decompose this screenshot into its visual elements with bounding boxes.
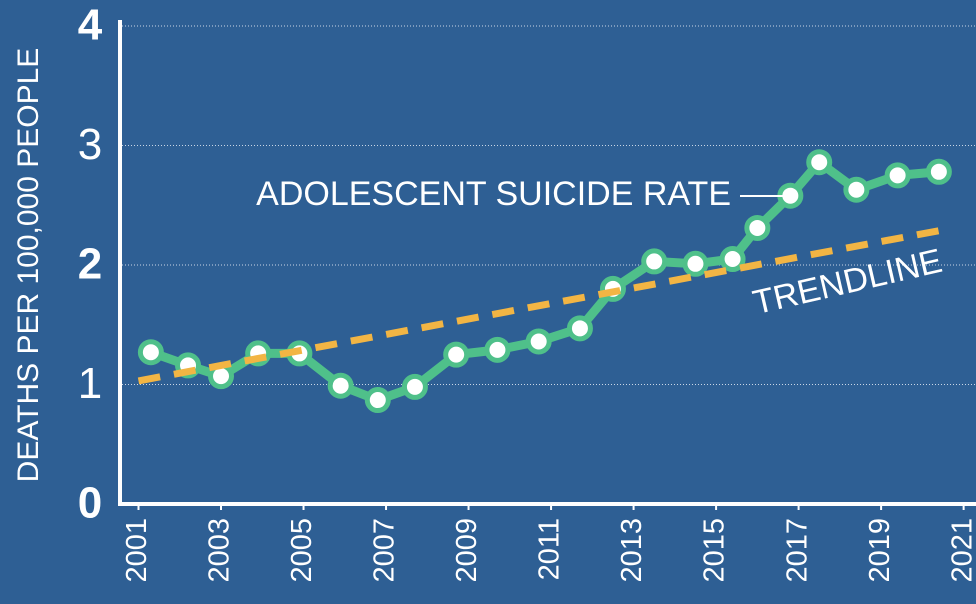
x-tick-label: 2009	[451, 518, 483, 583]
x-tick-label: 2021	[946, 518, 976, 583]
data-point	[925, 158, 952, 185]
x-tick-label: 2017	[781, 518, 813, 583]
data-point	[443, 341, 470, 368]
data-point	[327, 372, 354, 399]
data-point	[641, 248, 668, 275]
x-tick-label: 2007	[369, 518, 401, 583]
data-point	[719, 246, 746, 273]
data-point	[401, 373, 428, 400]
y-tick-label: 1	[78, 359, 102, 408]
y-tick-label: 3	[78, 120, 102, 169]
trendline	[137, 225, 948, 385]
data-point	[843, 176, 870, 203]
x-tick-label: 2013	[616, 518, 648, 583]
data-point	[364, 387, 391, 414]
y-tick-label: 4	[78, 1, 103, 50]
data-point	[484, 336, 511, 363]
data-point	[525, 328, 552, 355]
data-point	[137, 339, 164, 366]
x-tick-label: 2003	[204, 518, 236, 583]
series-annotation: ADOLESCENT SUICIDE RATE	[256, 175, 731, 213]
data-point	[806, 149, 833, 176]
data-point	[884, 162, 911, 189]
data-point	[744, 214, 771, 241]
data-point	[682, 250, 709, 277]
data-point	[566, 315, 593, 342]
data-line	[149, 157, 940, 405]
x-tick-label: 2015	[699, 518, 731, 583]
x-tick-label: 2011	[534, 518, 566, 580]
x-tick-label: 2019	[864, 518, 896, 583]
x-tick-label: 2001	[121, 518, 153, 583]
series-annotation: TRENDLINE	[749, 242, 945, 322]
x-tick-label: 2005	[286, 518, 318, 583]
y-tick-label: 2	[78, 240, 102, 289]
y-axis-label: DEATHS PER 100,000 PEOPLE	[12, 48, 45, 483]
y-tick-label: 0	[78, 479, 102, 528]
